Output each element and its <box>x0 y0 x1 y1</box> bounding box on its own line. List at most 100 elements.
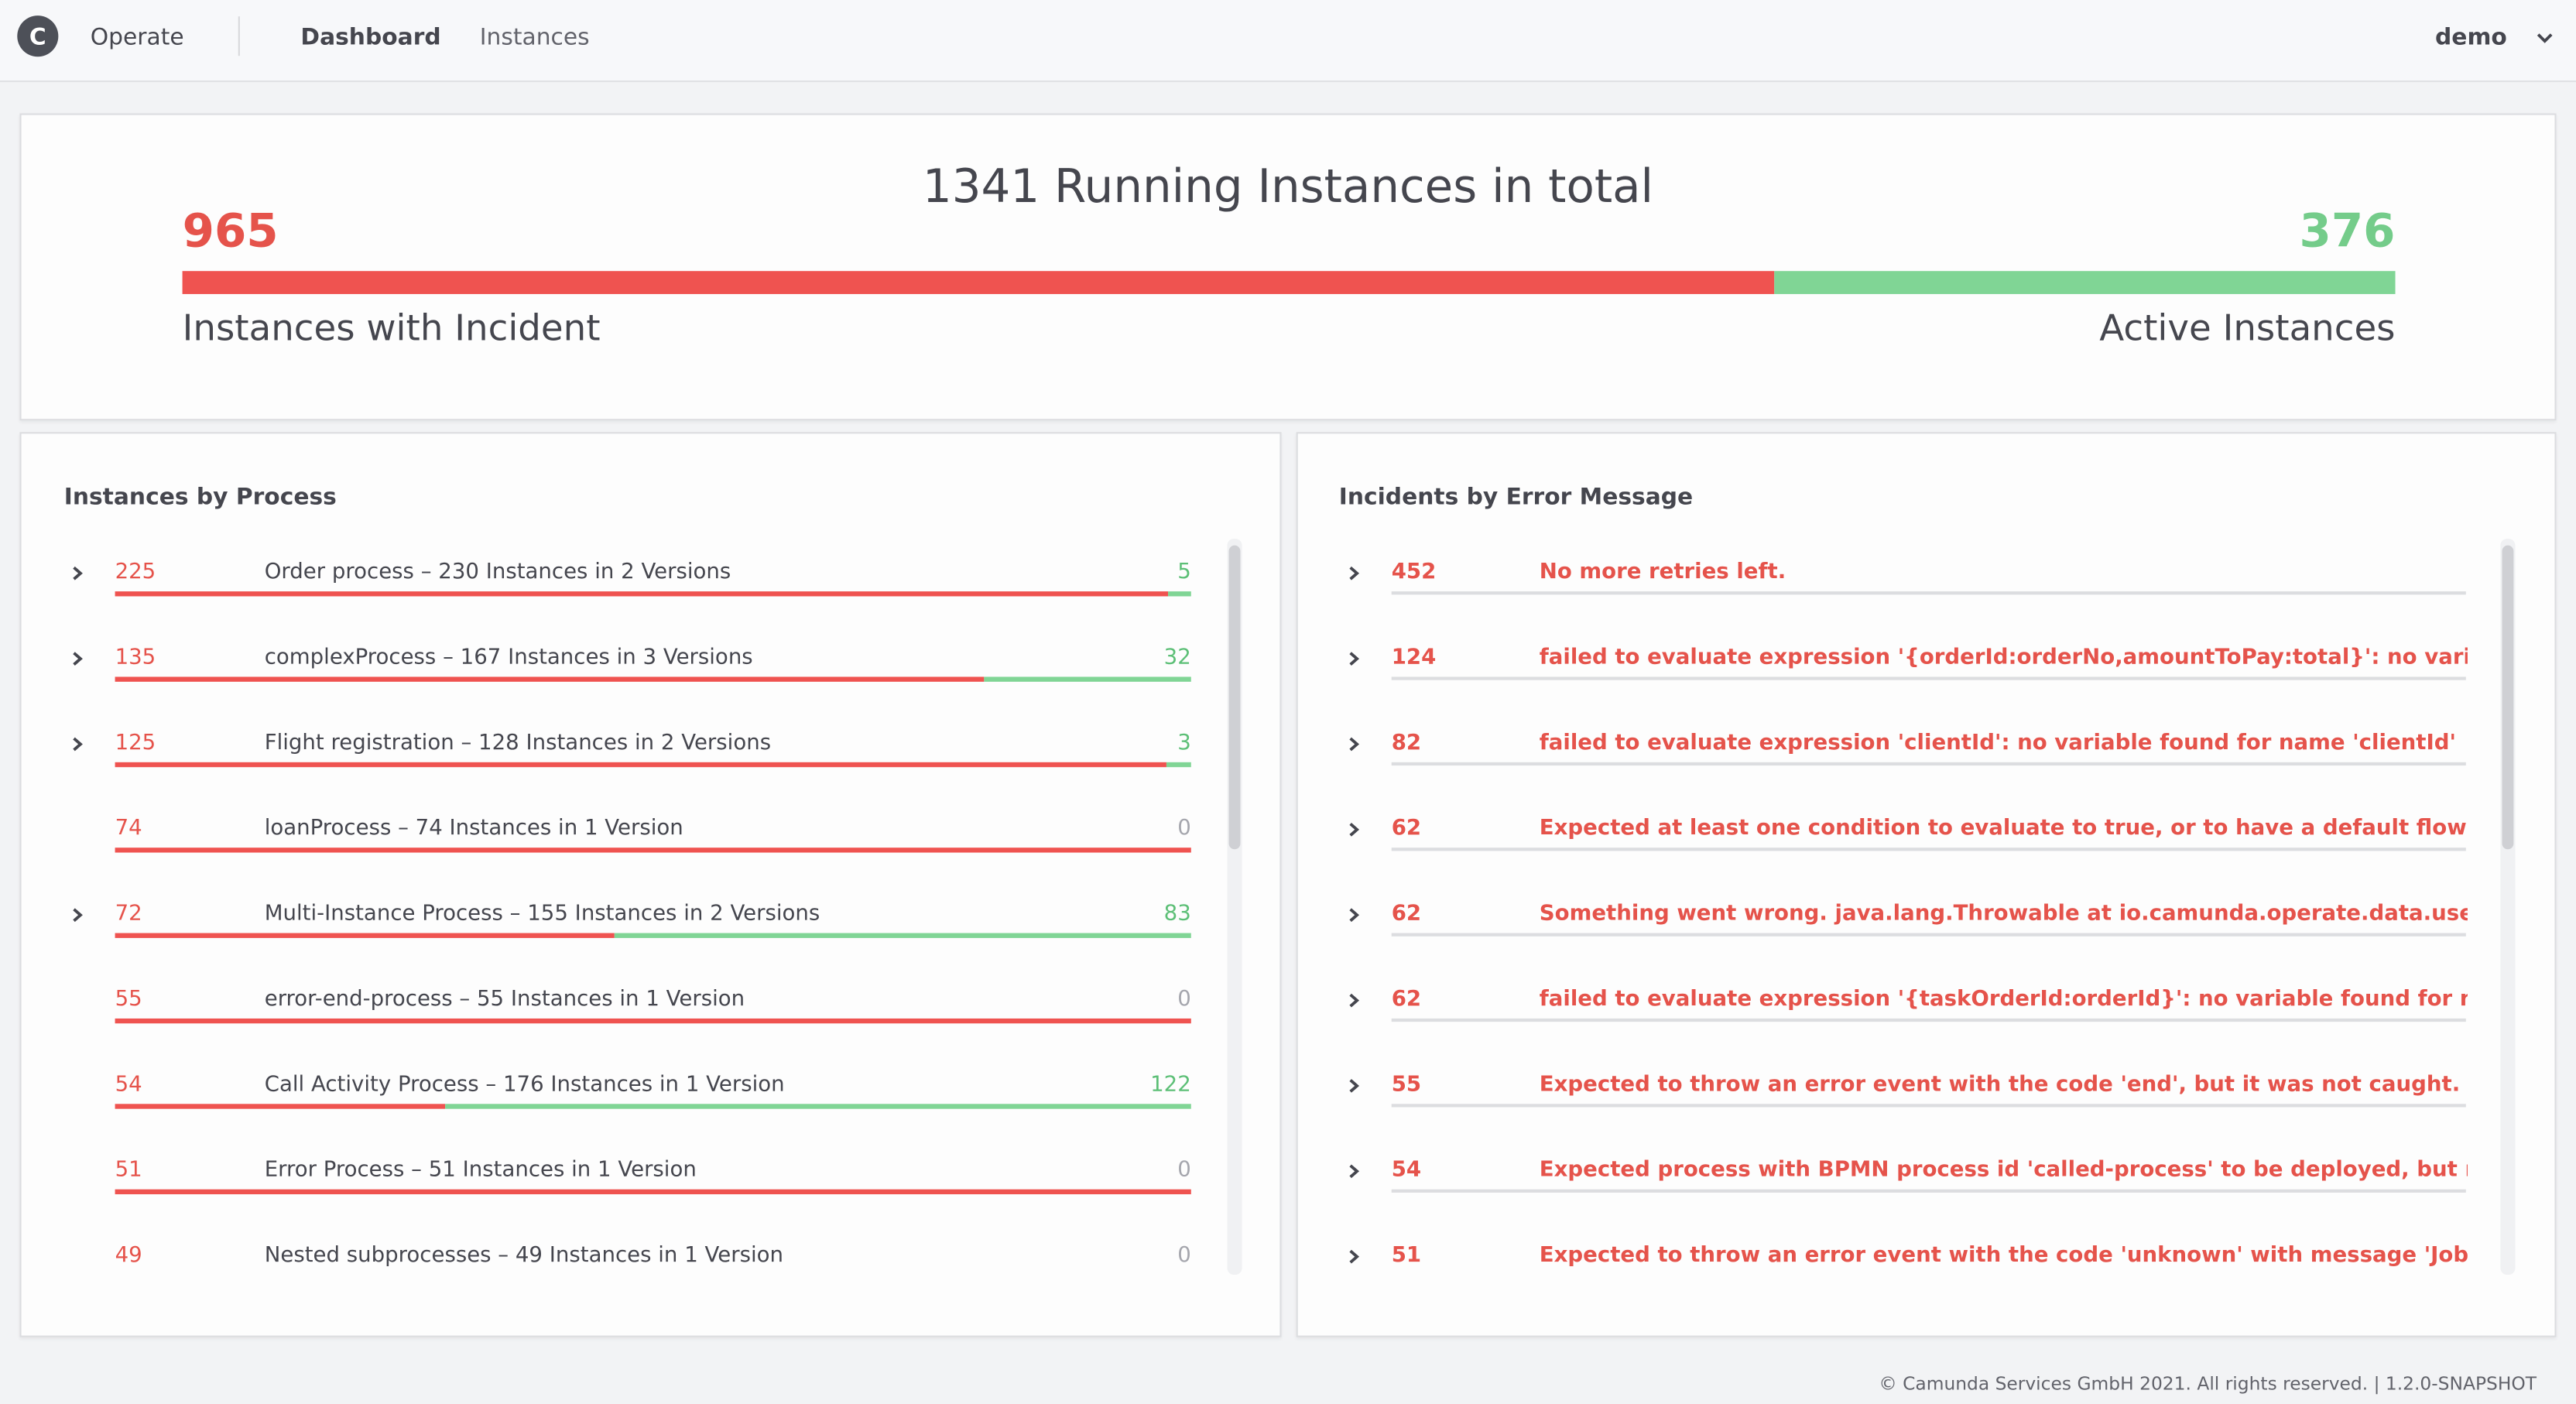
active-count: 122 <box>1150 1072 1191 1098</box>
incident-row[interactable]: 124 failed to evaluate expression '{order… <box>1298 625 2491 707</box>
summary-panel: 1341 Running Instances in total 965 376 … <box>19 113 2557 421</box>
expand-arrow[interactable] <box>1345 565 1362 581</box>
incident-bar <box>115 1189 1191 1195</box>
process-list: 225 Order process – 230 Instances in 2 Ve… <box>22 539 1238 1275</box>
incident-row[interactable]: 54 Expected process with BPMN process id … <box>1298 1137 2491 1219</box>
incident-count: 51 <box>1391 1243 1422 1269</box>
active-label: Active Instances <box>2099 309 2396 351</box>
process-row[interactable]: 225 Order process – 230 Instances in 2 Ve… <box>22 539 1238 621</box>
incident-bar <box>182 271 1775 294</box>
incident-count: 225 <box>115 560 156 585</box>
incident-bar <box>115 1018 1191 1024</box>
expand-arrow[interactable] <box>1345 821 1362 837</box>
expand-arrow[interactable] <box>69 650 85 666</box>
process-row[interactable]: 55 error-end-process – 55 Instances in 1 … <box>22 966 1238 1048</box>
incident-row[interactable]: 82 failed to evaluate expression 'clientI… <box>1298 710 2491 792</box>
incident-bar <box>115 762 1166 768</box>
incident-count: 965 <box>182 204 279 259</box>
process-row[interactable]: 125 Flight registration – 128 Instances i… <box>22 710 1238 792</box>
incident-count: 72 <box>115 902 142 927</box>
error-message: No more retries left. <box>1539 560 1786 585</box>
incident-count: 62 <box>1391 902 1422 927</box>
process-name: Order process – 230 Instances in 2 Versi… <box>264 560 731 585</box>
active-bar <box>985 676 1191 682</box>
expand-arrow[interactable] <box>69 736 85 752</box>
active-count: 3 <box>1177 731 1191 756</box>
incident-row[interactable]: 452 No more retries left. <box>1298 539 2491 621</box>
active-count: 0 <box>1177 1243 1191 1269</box>
footer: © Camunda Services GmbH 2021. All rights… <box>1879 1373 2537 1395</box>
process-row[interactable]: 72 Multi-Instance Process – 155 Instances… <box>22 881 1238 963</box>
incident-row[interactable]: 62 Something went wrong. java.lang.Throwa… <box>1298 881 2491 963</box>
active-bar <box>445 1104 1191 1109</box>
active-count: 376 <box>2299 204 2396 259</box>
expand-arrow[interactable] <box>69 565 85 581</box>
error-message: Expected to throw an error event with th… <box>1539 1243 2468 1269</box>
expand-arrow[interactable] <box>1345 1248 1362 1265</box>
row-divider <box>1391 1104 2466 1108</box>
header: C Operate Dashboard Instances demo <box>0 0 2576 83</box>
error-message: Expected process with BPMN process id 'c… <box>1539 1158 2468 1183</box>
nav-link[interactable]: Instances <box>479 24 590 51</box>
scroll-track <box>2500 539 2516 1276</box>
incident-row[interactable]: 55 Expected to throw an error event with … <box>1298 1051 2491 1133</box>
incident-row[interactable]: 62 Expected at least one condition to eva… <box>1298 795 2491 877</box>
active-count: 32 <box>1163 645 1191 670</box>
process-row[interactable]: 54 Call Activity Process – 176 Instances … <box>22 1051 1238 1133</box>
incident-count: 55 <box>1391 1072 1422 1098</box>
active-bar <box>1166 762 1191 768</box>
process-name: Nested subprocesses – 49 Instances in 1 … <box>264 1243 783 1269</box>
error-message: Expected at least one condition to evalu… <box>1539 816 2467 841</box>
scroll-thumb[interactable] <box>1228 545 1241 850</box>
user-menu[interactable]: demo <box>2435 24 2507 51</box>
process-name: Flight registration – 128 Instances in 2… <box>264 731 772 756</box>
scroll-thumb[interactable] <box>2502 545 2514 850</box>
incident-count: 452 <box>1391 560 1437 585</box>
divider <box>238 16 240 57</box>
error-message: failed to evaluate expression 'clientId'… <box>1539 731 2456 756</box>
incident-count: 82 <box>1391 731 1422 756</box>
row-divider <box>1391 762 2466 766</box>
chevron[interactable] <box>2535 29 2554 46</box>
process-panel: Instances by Process 225 Order process – … <box>19 432 1282 1337</box>
process-name: complexProcess – 167 Instances in 3 Vers… <box>264 645 753 670</box>
expand-arrow[interactable] <box>1345 1077 1362 1094</box>
incident-row[interactable]: 62 failed to evaluate expression '{taskOr… <box>1298 966 2491 1048</box>
process-row[interactable]: 49 Nested subprocesses – 49 Instances in … <box>22 1222 1238 1275</box>
process-name: Multi-Instance Process – 155 Instances i… <box>264 902 820 927</box>
process-row[interactable]: 51 Error Process – 51 Instances in 1 Vers… <box>22 1137 1238 1219</box>
active-count: 0 <box>1177 816 1191 841</box>
process-name: loanProcess – 74 Instances in 1 Version <box>264 816 683 841</box>
incident-panel: Incidents by Error Message 452 No more re… <box>1296 432 2557 1337</box>
error-message: Expected to throw an error event with th… <box>1539 1072 2468 1098</box>
scroll-track <box>1227 539 1242 1276</box>
row-divider <box>1391 1189 2466 1193</box>
expand-arrow[interactable] <box>1345 907 1362 923</box>
error-message: failed to evaluate expression '{taskOrde… <box>1539 987 2468 1012</box>
row-divider <box>1391 676 2466 680</box>
app-name[interactable]: Operate <box>90 24 184 51</box>
row-divider <box>1391 1018 2466 1022</box>
process-name: error-end-process – 55 Instances in 1 Ve… <box>264 987 745 1012</box>
expand-arrow[interactable] <box>1345 1163 1362 1180</box>
incident-row[interactable]: 51 Expected to throw an error event with … <box>1298 1222 2491 1275</box>
active-bar <box>615 933 1191 938</box>
incident-count: 55 <box>115 987 142 1012</box>
incident-bar <box>115 1104 446 1109</box>
incident-count: 125 <box>115 731 156 756</box>
incident-count: 54 <box>1391 1158 1422 1183</box>
error-message: Something went wrong. java.lang.Throwabl… <box>1539 902 2468 927</box>
expand-arrow[interactable] <box>1345 992 1362 1008</box>
nav-link[interactable]: Dashboard <box>300 24 441 51</box>
expand-arrow[interactable] <box>1345 736 1362 752</box>
process-row[interactable]: 74 loanProcess – 74 Instances in 1 Versio… <box>22 795 1238 877</box>
incident-list: 452 No more retries left. 124 failed to eva… <box>1298 539 2491 1275</box>
incident-count: 49 <box>115 1243 142 1269</box>
error-message: failed to evaluate expression '{orderId:… <box>1539 645 2468 670</box>
logo[interactable]: C <box>16 15 59 57</box>
expand-arrow[interactable] <box>69 907 85 923</box>
incident-count: 74 <box>115 816 142 841</box>
expand-arrow[interactable] <box>1345 650 1362 666</box>
process-row[interactable]: 135 complexProcess – 167 Instances in 3 V… <box>22 625 1238 707</box>
